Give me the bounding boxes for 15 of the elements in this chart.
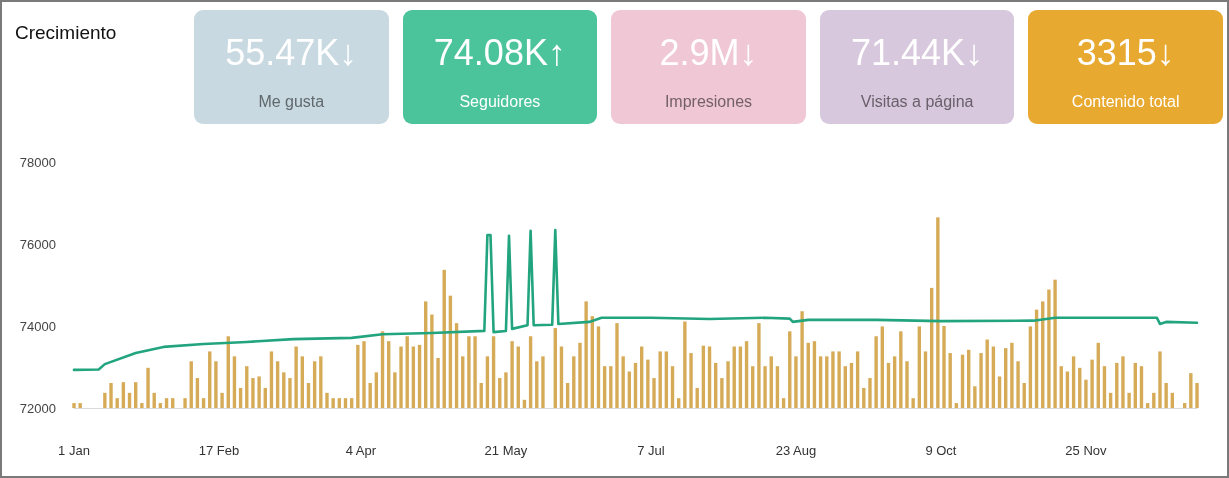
x-tick-label: 17 Feb (198, 443, 240, 458)
y-tick-label: 74000 (19, 318, 56, 334)
chart-title: Crecimiento (15, 22, 117, 43)
y-tick-label: 76000 (19, 236, 56, 252)
x-tick-label: 7 Jul (637, 443, 665, 458)
y-tick-label: 72000 (19, 400, 56, 416)
x-tick-label: 21 May (484, 443, 528, 458)
x-tick-label: 9 Oct (925, 443, 957, 458)
x-tick-label: 4 Apr (345, 443, 377, 458)
x-tick-label: 23 Aug (775, 443, 817, 458)
stat-card: 74.08K↑ Seguidores (402, 10, 598, 124)
x-tick-label: 1 Jan (58, 443, 90, 458)
stat-card: 3315↓ Contenido total (1028, 10, 1223, 124)
y-tick-label: 78000 (19, 154, 56, 170)
x-tick-label: 25 Nov (1065, 443, 1108, 458)
